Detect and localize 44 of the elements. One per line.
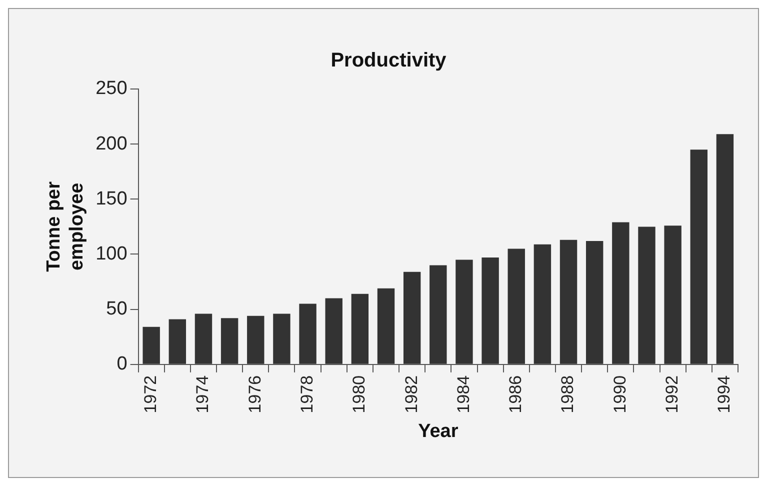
x-tick-label: 1976: [245, 375, 264, 414]
x-tick-label: 1978: [297, 375, 316, 414]
x-tick-label: 1980: [350, 375, 369, 414]
bar: [586, 241, 604, 364]
y-tick-label: 100: [96, 243, 128, 264]
bar: [716, 134, 734, 364]
x-tick-label: 1988: [558, 375, 578, 414]
bar: [142, 326, 160, 364]
bar: [560, 240, 578, 364]
bar: [377, 288, 395, 364]
bar: [194, 314, 212, 364]
bar: [664, 226, 682, 364]
bar: [168, 319, 186, 364]
bar: [351, 294, 369, 364]
y-tick-label: 150: [96, 188, 128, 210]
bar: [612, 222, 630, 364]
bar: [325, 298, 342, 364]
y-tick-label: 200: [96, 133, 128, 154]
bar: [403, 272, 421, 364]
bar: [482, 258, 499, 364]
x-tick-label: 1990: [610, 375, 630, 414]
bar: [247, 316, 264, 364]
y-tick-label: 250: [96, 78, 128, 100]
bar: [638, 226, 656, 364]
y-tick-label: 0: [116, 354, 128, 375]
bar: [508, 248, 525, 364]
x-tick-label: 1982: [402, 375, 421, 414]
bar: [690, 150, 708, 364]
bar: [534, 244, 552, 364]
x-tick-label: 1984: [454, 375, 473, 414]
bar: [456, 260, 473, 364]
x-tick-label: 1974: [193, 375, 212, 414]
bar: [299, 304, 316, 364]
x-axis-title: Year: [418, 420, 459, 442]
chart-title: Productivity: [330, 50, 448, 72]
x-tick-label: 1992: [662, 375, 682, 414]
x-tick-label: 1986: [506, 375, 526, 414]
x-tick-label: 1972: [141, 375, 160, 414]
bar: [220, 318, 238, 364]
y-tick-label: 50: [106, 298, 128, 320]
bar: [430, 265, 447, 364]
y-axis-title: Tonne per employee: [44, 180, 88, 272]
x-tick-label: 1994: [714, 375, 734, 414]
bar: [273, 314, 290, 364]
